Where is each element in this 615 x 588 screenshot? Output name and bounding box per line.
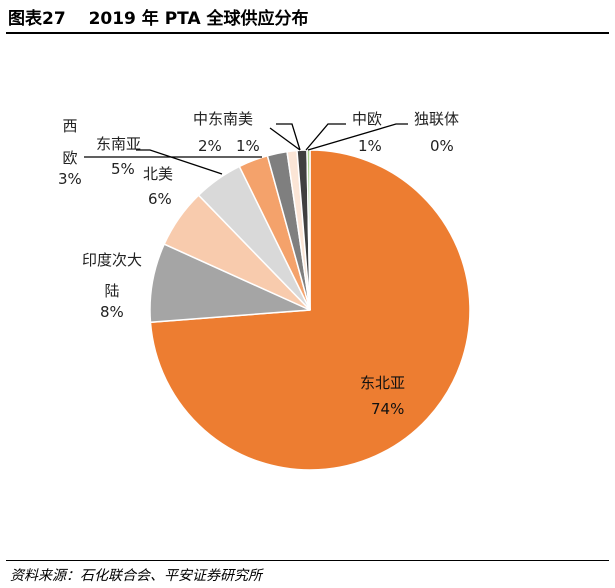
label-南美: 南美	[223, 110, 254, 128]
leader-line-南美	[276, 123, 301, 151]
leader-line-东南亚	[136, 149, 223, 175]
value-东南亚: 5%	[111, 160, 135, 178]
value-中东: 2%	[198, 137, 222, 155]
value-东北亚: 74%	[371, 400, 405, 418]
value-中欧: 1%	[358, 137, 382, 155]
label-中欧: 中欧	[352, 110, 383, 128]
label-西欧: 西欧	[60, 110, 80, 174]
leader-line-独联体	[307, 123, 408, 151]
title-divider	[6, 32, 609, 34]
value-南美: 1%	[236, 137, 260, 155]
figure-title: 图表27 2019 年 PTA 全球供应分布	[8, 9, 309, 29]
source-note: 资料来源：石化联合会、平安证券研究所	[10, 568, 262, 584]
footer-divider	[6, 560, 609, 561]
value-独联体: 0%	[430, 137, 454, 155]
leader-line-中欧	[305, 123, 346, 151]
label-东南亚: 东南亚	[96, 135, 142, 153]
value-印度次大陆: 8%	[100, 303, 124, 321]
value-北美: 6%	[148, 190, 172, 208]
label-独联体: 独联体	[414, 110, 460, 128]
label-中东: 中东	[193, 110, 224, 128]
leader-line-中东	[269, 127, 301, 151]
label-中东南美: 中东南美	[193, 108, 253, 129]
label-印度次大陆: 印度次大陆	[81, 251, 142, 300]
label-东北亚: 东北亚	[360, 374, 406, 392]
value-西欧: 3%	[58, 170, 82, 188]
label-西欧-name-2: 欧	[62, 149, 78, 167]
label-北美: 北美	[143, 165, 174, 183]
label-西欧-name: 西	[62, 117, 78, 135]
